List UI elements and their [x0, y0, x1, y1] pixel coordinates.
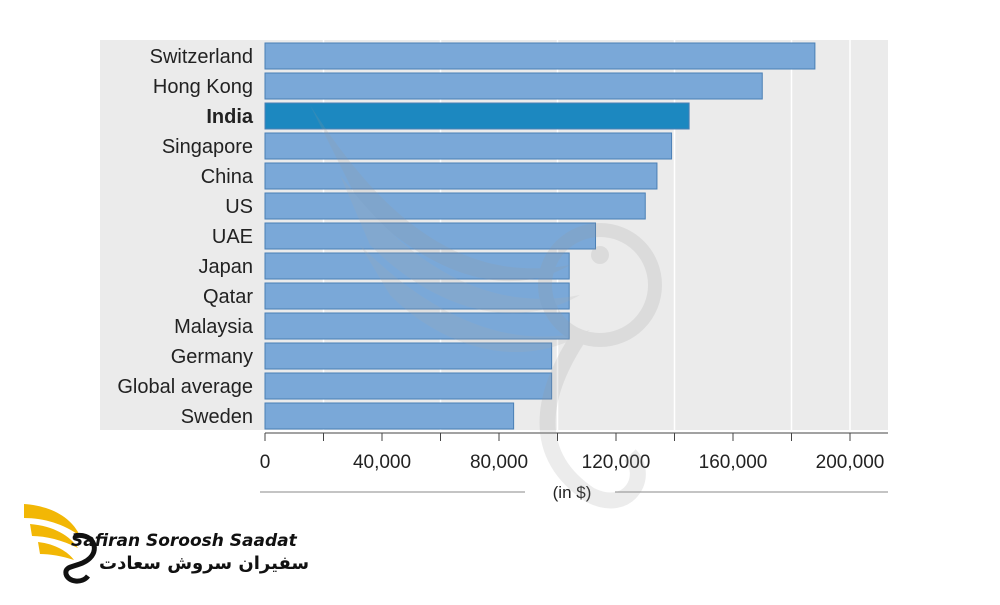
x-tick-label: 120,000 — [582, 452, 651, 473]
x-tick-label: 40,000 — [353, 452, 411, 473]
bar-germany — [264, 342, 553, 370]
bars-group — [264, 42, 816, 430]
category-label: Sweden — [181, 406, 253, 428]
category-label: Qatar — [203, 286, 253, 308]
bar-qatar — [264, 282, 570, 310]
category-label: Japan — [199, 256, 254, 278]
category-label: Singapore — [162, 136, 253, 158]
x-axis-title: (in $) — [553, 483, 592, 502]
category-label: Switzerland — [150, 46, 253, 68]
category-label: Hong Kong — [153, 76, 253, 98]
category-label: China — [201, 166, 254, 188]
bar-switzerland — [264, 42, 816, 70]
bar-india — [264, 102, 690, 130]
category-label: India — [206, 106, 254, 128]
bar-uae — [264, 222, 597, 250]
x-tick-label: 160,000 — [699, 452, 768, 473]
company-logo — [24, 504, 97, 584]
logo-text-english: Safiran Soroosh Saadat — [71, 531, 297, 551]
x-axis-ticks: 0 40,000 80,000 120,000 160,000 200,000 — [260, 433, 885, 473]
bar-singapore — [264, 132, 673, 160]
bar-malaysia — [264, 312, 570, 340]
bar-sweden — [264, 402, 515, 430]
category-label: UAE — [212, 226, 253, 248]
bar-hong-kong — [264, 72, 763, 100]
x-tick-label: 80,000 — [470, 452, 528, 473]
x-tick-label: 0 — [260, 452, 271, 473]
x-tick-label: 200,000 — [816, 452, 885, 473]
logo-wing-shape — [24, 504, 80, 536]
logo-text-persian: سفیران سروش سعادت — [99, 553, 310, 574]
bar-us — [264, 192, 646, 220]
category-panel — [100, 40, 265, 430]
bar-global-average — [264, 372, 553, 400]
logo-swirl-shape — [63, 532, 97, 584]
category-label: US — [225, 196, 253, 218]
bar-japan — [264, 252, 570, 280]
bar-china — [264, 162, 658, 190]
category-label: Malaysia — [174, 316, 254, 338]
category-label: Global average — [117, 376, 253, 398]
category-labels: Switzerland Hong Kong India Singapore China U… — [117, 46, 254, 428]
category-label: Germany — [171, 346, 253, 368]
